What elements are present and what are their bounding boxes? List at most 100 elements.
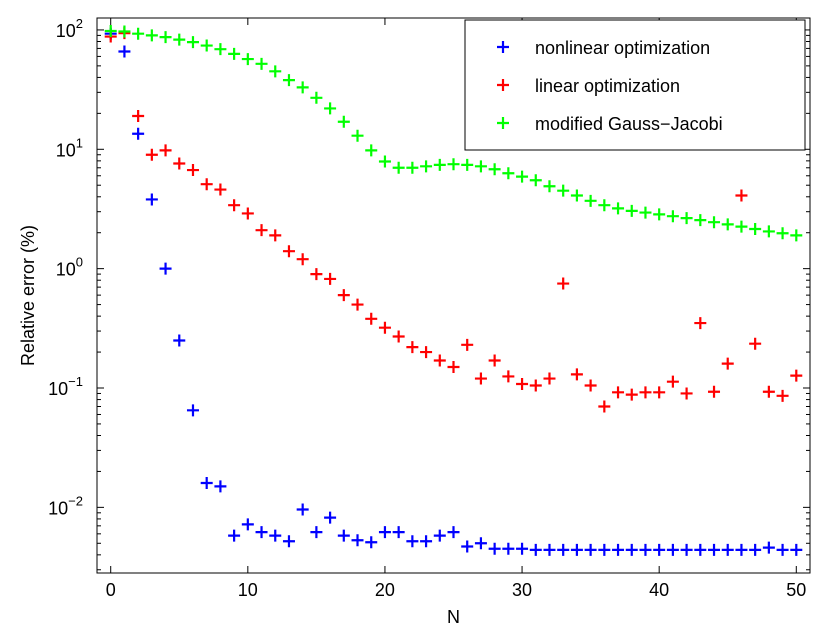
- series-3: [104, 24, 803, 242]
- data-point: [776, 389, 789, 402]
- data-point: [516, 542, 529, 555]
- data-point: [365, 312, 378, 325]
- data-point: [529, 543, 542, 556]
- data-point: [694, 214, 707, 227]
- data-point: [749, 543, 762, 556]
- legend-marker: [497, 117, 509, 129]
- x-tick-label: 50: [786, 580, 806, 600]
- data-point: [433, 158, 446, 171]
- data-point: [228, 47, 241, 60]
- data-point: [776, 227, 789, 240]
- data-point: [433, 354, 446, 367]
- data-point: [529, 379, 542, 392]
- data-point: [351, 129, 364, 142]
- data-point: [680, 212, 693, 225]
- data-point: [214, 183, 227, 196]
- data-point: [749, 337, 762, 350]
- data-point: [584, 379, 597, 392]
- data-point: [420, 535, 433, 548]
- data-point: [625, 543, 638, 556]
- y-tick-label: 10−2: [48, 493, 83, 518]
- data-point: [790, 543, 803, 556]
- data-point: [159, 144, 172, 157]
- data-point: [666, 375, 679, 388]
- data-point: [118, 25, 131, 38]
- data-point: [488, 542, 501, 555]
- axis-ticks: 0 10 20 30 40 50 10−2 10−1 100 101 102: [48, 16, 810, 600]
- data-point: [584, 543, 597, 556]
- data-point: [543, 543, 556, 556]
- data-point: [598, 400, 611, 413]
- data-point: [557, 277, 570, 290]
- data-point: [310, 526, 323, 539]
- data-point: [625, 204, 638, 217]
- data-point: [104, 24, 117, 37]
- data-point: [214, 480, 227, 493]
- data-point: [420, 346, 433, 359]
- y-tick-label: 102: [56, 16, 83, 41]
- data-point: [282, 74, 295, 87]
- y-tick-label: 10−1: [48, 374, 83, 399]
- legend: nonlinear optimization linear optimizatio…: [464, 19, 806, 151]
- data-point: [721, 357, 734, 370]
- data-point: [721, 543, 734, 556]
- data-point: [639, 206, 652, 219]
- data-point: [406, 535, 419, 548]
- data-point: [296, 81, 309, 94]
- data-point: [639, 386, 652, 399]
- data-point: [584, 194, 597, 207]
- legend-marker: [497, 41, 509, 53]
- data-point: [502, 167, 515, 180]
- x-tick-label: 20: [375, 580, 395, 600]
- data-point: [378, 321, 391, 334]
- data-point: [543, 180, 556, 193]
- data-point: [653, 208, 666, 221]
- legend-entry: linear optimization: [535, 76, 680, 96]
- data-point: [255, 526, 268, 539]
- x-tick-label: 30: [512, 580, 532, 600]
- data-point: [392, 161, 405, 174]
- data-point: [735, 543, 748, 556]
- data-point: [159, 31, 172, 44]
- data-point: [406, 341, 419, 354]
- data-point: [378, 526, 391, 539]
- data-point: [420, 160, 433, 173]
- data-point: [324, 272, 337, 285]
- data-point: [186, 36, 199, 49]
- data-point: [132, 127, 145, 140]
- data-point: [145, 29, 158, 42]
- data-point: [255, 57, 268, 70]
- data-point: [570, 368, 583, 381]
- data-point: [461, 158, 474, 171]
- data-point: [200, 476, 213, 489]
- data-point: [255, 224, 268, 237]
- data-point: [570, 543, 583, 556]
- data-point: [310, 268, 323, 281]
- data-point: [378, 155, 391, 168]
- data-point: [310, 91, 323, 104]
- data-point: [241, 207, 254, 220]
- data-point: [186, 404, 199, 417]
- data-point: [447, 526, 460, 539]
- data-point: [132, 27, 145, 40]
- data-point: [337, 529, 350, 542]
- data-point: [612, 543, 625, 556]
- data-point: [173, 334, 186, 347]
- data-point: [529, 174, 542, 187]
- data-point: [228, 529, 241, 542]
- data-point: [762, 225, 775, 238]
- data-point: [228, 199, 241, 212]
- data-point: [337, 289, 350, 302]
- data-point: [324, 511, 337, 524]
- y-axis-label: Relative error (%): [18, 225, 38, 366]
- data-point: [296, 503, 309, 516]
- data-point: [570, 189, 583, 202]
- data-point: [557, 543, 570, 556]
- data-point: [625, 388, 638, 401]
- data-point: [461, 338, 474, 351]
- data-point: [173, 33, 186, 46]
- data-point: [612, 202, 625, 215]
- data-point: [461, 540, 474, 553]
- data-point: [735, 220, 748, 233]
